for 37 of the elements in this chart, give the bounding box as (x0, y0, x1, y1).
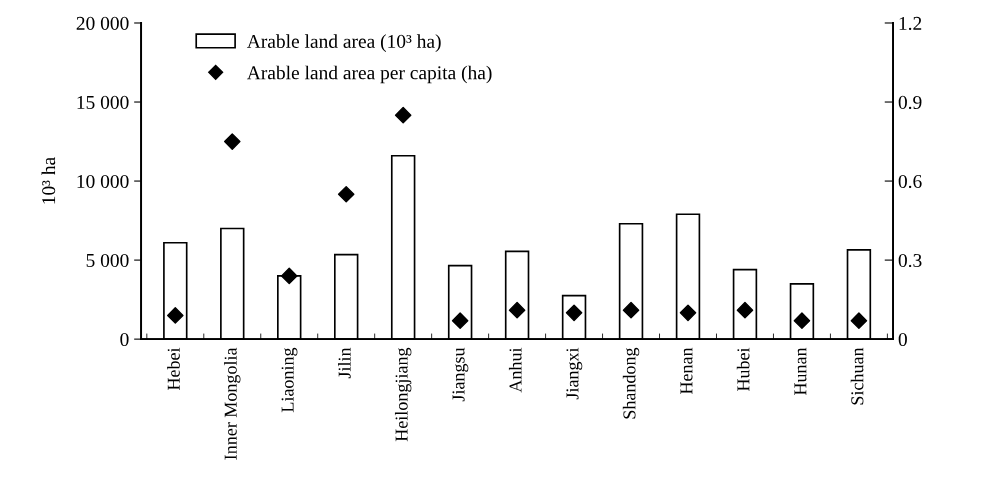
x-tick-label: Anhui (508, 347, 522, 393)
y-tick-label: 0 (120, 332, 129, 347)
point (679, 304, 697, 322)
y-tick-label: 15 000 (77, 95, 129, 109)
y-tick-label: 5 000 (86, 253, 129, 268)
point (337, 185, 355, 203)
y-axis-title: 10³ ha (41, 157, 56, 204)
x-tick-label: Inner Mongolia (224, 347, 241, 460)
x-tick-label: Jiangsu (452, 347, 469, 402)
y-tick-label: 20 000 (76, 16, 129, 30)
y2-tick-label: 0.6 (898, 174, 922, 189)
point (394, 106, 412, 124)
y2-tick-label: 0 (898, 332, 907, 347)
y2-tick-label: 0.9 (898, 95, 922, 110)
x-tick-label: Jilin (338, 347, 351, 379)
point (280, 267, 298, 285)
x-tick-label: Hunan (794, 347, 807, 396)
point (793, 312, 811, 329)
point (850, 312, 868, 329)
point (508, 301, 526, 319)
point (622, 301, 640, 319)
y-tick-label: 10 000 (77, 174, 129, 188)
y2-tick-label: 1.2 (899, 16, 922, 31)
x-tick-label: Jiangxi (566, 347, 583, 400)
point (166, 307, 184, 324)
x-tick-label: Shandong (622, 347, 640, 419)
x-tick-label: Hubei (736, 347, 750, 392)
y2-tick-label: 0.3 (898, 253, 922, 268)
point (451, 312, 469, 329)
x-tick-label: Liaoning (281, 347, 298, 413)
x-tick-label: Henan (680, 347, 693, 395)
x-tick-label: Heilongjiang (394, 347, 412, 442)
point (223, 133, 241, 150)
legend-label: Arable land area (10³ ha) (246, 34, 441, 52)
legend-label: Arable land area per capita (ha) (246, 65, 492, 84)
x-tick-label: Sichuan (850, 347, 864, 405)
x-tick-label: Hebei (167, 347, 180, 391)
